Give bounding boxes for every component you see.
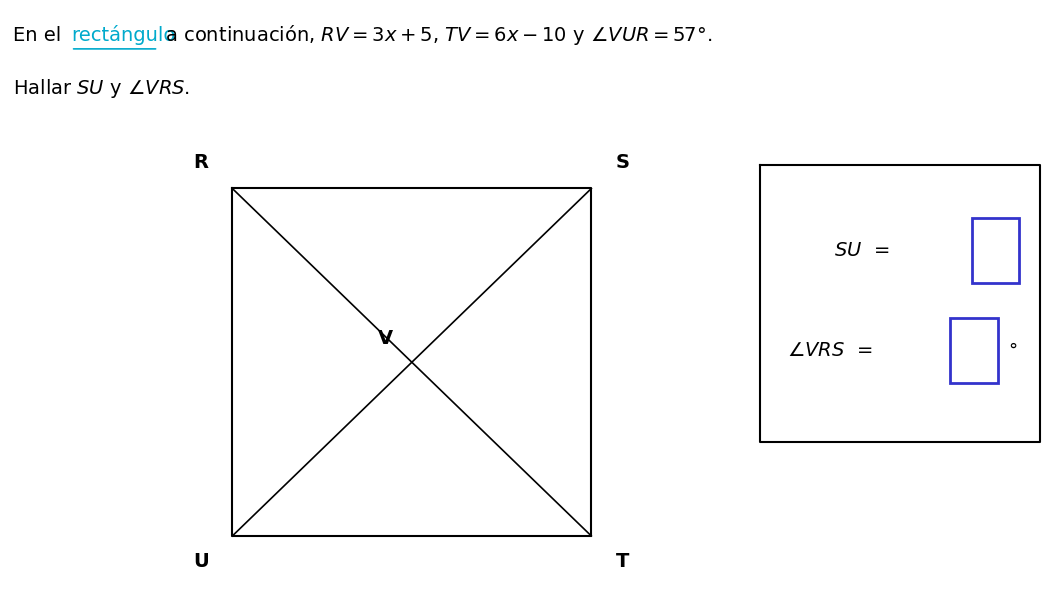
- Text: °: °: [1008, 342, 1018, 359]
- Text: $\angle VRS$  =: $\angle VRS$ =: [787, 341, 872, 360]
- Text: a continuación, $RV=3x+5$, $TV=6x-10$ y $\angle VUR=57°$.: a continuación, $RV=3x+5$, $TV=6x-10$ y …: [159, 23, 713, 47]
- Text: rectángulo: rectángulo: [71, 25, 175, 45]
- Text: $\mathbf{U}$: $\mathbf{U}$: [193, 552, 209, 571]
- Text: $\mathbf{V}$: $\mathbf{V}$: [377, 329, 394, 348]
- Text: $\mathbf{S}$: $\mathbf{S}$: [615, 153, 629, 172]
- Text: En el: En el: [13, 27, 68, 45]
- Text: Hallar $SU$ y $\angle VRS$.: Hallar $SU$ y $\angle VRS$.: [13, 77, 190, 100]
- Text: $\mathbf{T}$: $\mathbf{T}$: [615, 552, 629, 571]
- Text: $SU$  =: $SU$ =: [834, 241, 889, 260]
- Text: $\mathbf{R}$: $\mathbf{R}$: [192, 153, 209, 172]
